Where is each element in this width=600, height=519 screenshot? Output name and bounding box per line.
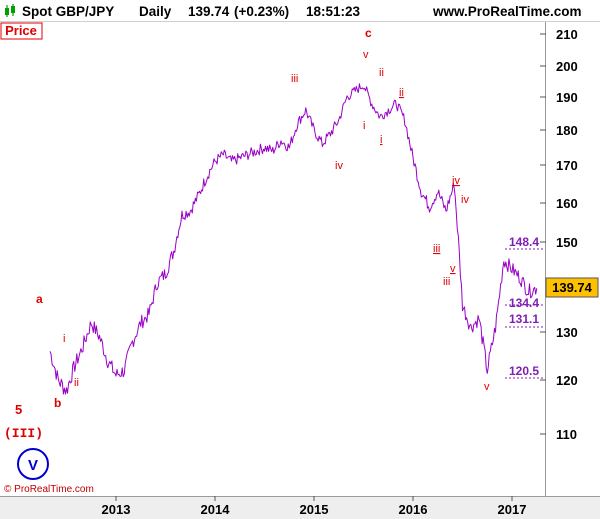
header-bar: Spot GBP/JPY Daily 139.74 (+0.23%) 18:51…	[0, 0, 600, 22]
y-tick-200: 200	[540, 59, 578, 74]
y-tick-170: 170	[540, 158, 578, 173]
x-tick-2014: 2014	[201, 496, 231, 517]
wave-label-b: b	[54, 396, 61, 410]
wave-label-iii-2016b: iii	[443, 276, 450, 288]
level-label-148-4: 148.4	[509, 235, 539, 249]
y-tick-180: 180	[540, 123, 578, 138]
x-axis-ticks: 2013 2014 2015 2016 2017	[102, 496, 527, 517]
svg-text:160: 160	[556, 196, 578, 211]
wave-label-v-2016: v	[450, 263, 456, 275]
price-series-line	[49, 83, 538, 395]
y-tick-210: 210	[540, 27, 578, 42]
x-tick-2016: 2016	[399, 496, 428, 517]
header-price: 139.74	[188, 4, 230, 19]
wave-label-i-2015: i	[363, 120, 365, 132]
svg-text:130: 130	[556, 325, 578, 340]
y-axis-ticks: 210 200 190 180 170 160 150 130 120 110	[540, 27, 578, 442]
last-value-marker	[545, 277, 599, 298]
wave-label-iv-2016b: iv	[461, 194, 469, 206]
header-change: (+0.23%)	[234, 4, 290, 19]
wave-label-ii-2012: ii	[74, 377, 79, 389]
svg-text:2015: 2015	[300, 502, 329, 517]
wave-label-c: c	[365, 26, 372, 40]
wave-label-i-2015b: i	[380, 134, 382, 146]
svg-text:190: 190	[556, 90, 578, 105]
svg-text:170: 170	[556, 158, 578, 173]
x-tick-2017: 2017	[498, 496, 527, 517]
wave-circle-V-label: V	[28, 457, 38, 474]
wave-label-III: (III)	[4, 426, 43, 441]
period-label: Daily	[139, 4, 172, 19]
y-tick-190: 190	[540, 90, 578, 105]
last-value-label: 139.74	[552, 280, 593, 295]
wave-label-iv-2016: iv	[452, 175, 460, 187]
wave-label-i-2012: i	[63, 333, 65, 345]
x-axis-band	[0, 496, 600, 519]
wave-labels: 5 (III) a b i ii iii iv v c i ii i ii ii…	[4, 26, 490, 441]
wave-label-v-2016b: v	[484, 381, 490, 393]
candlestick-icon	[5, 4, 15, 17]
wave-label-ii-2015: ii	[379, 67, 384, 79]
wave-label-iv-2015: iv	[335, 160, 343, 172]
wave-label-a: a	[36, 292, 43, 306]
y-tick-150: 150	[540, 235, 578, 250]
level-label-134-4: 134.4	[509, 296, 539, 310]
svg-text:2016: 2016	[399, 502, 428, 517]
wave-label-ii-2015b: ii	[399, 87, 404, 99]
wave-label-5: 5	[15, 402, 22, 417]
copyright-label: © ProRealTime.com	[4, 484, 94, 495]
wave-label-iii-2016: iii	[433, 243, 440, 255]
level-label-131-1: 131.1	[509, 312, 539, 326]
svg-text:120: 120	[556, 373, 578, 388]
svg-text:2017: 2017	[498, 502, 527, 517]
wave-label-iii-2014: iii	[291, 73, 298, 85]
instrument-title: Spot GBP/JPY	[22, 4, 115, 19]
level-label-120-5: 120.5	[509, 364, 539, 378]
x-tick-2013: 2013	[102, 496, 131, 517]
y-tick-120: 120	[540, 373, 578, 388]
plot-area	[0, 22, 545, 496]
svg-text:110: 110	[556, 427, 577, 442]
price-badge-label: Price	[5, 23, 37, 38]
wave-circle-V	[17, 448, 49, 480]
level-lines: 148.4 134.4 131.1 120.5	[505, 235, 545, 379]
svg-text:200: 200	[556, 59, 578, 74]
svg-text:210: 210	[556, 27, 578, 42]
svg-text:180: 180	[556, 123, 578, 138]
x-tick-2015: 2015	[300, 496, 329, 517]
price-chart: Price 210 200 190 180 170 160 150 130 12…	[0, 22, 600, 519]
website-label: www.ProRealTime.com	[433, 4, 582, 19]
y-tick-130: 130	[540, 325, 578, 340]
y-tick-110: 110	[540, 427, 577, 442]
wave-label-v-2015: v	[363, 49, 369, 61]
svg-text:150: 150	[556, 235, 578, 250]
svg-text:2013: 2013	[102, 502, 131, 517]
svg-text:2014: 2014	[201, 502, 231, 517]
price-badge	[0, 22, 43, 40]
y-tick-160: 160	[540, 196, 578, 211]
header-time: 18:51:23	[306, 4, 361, 19]
